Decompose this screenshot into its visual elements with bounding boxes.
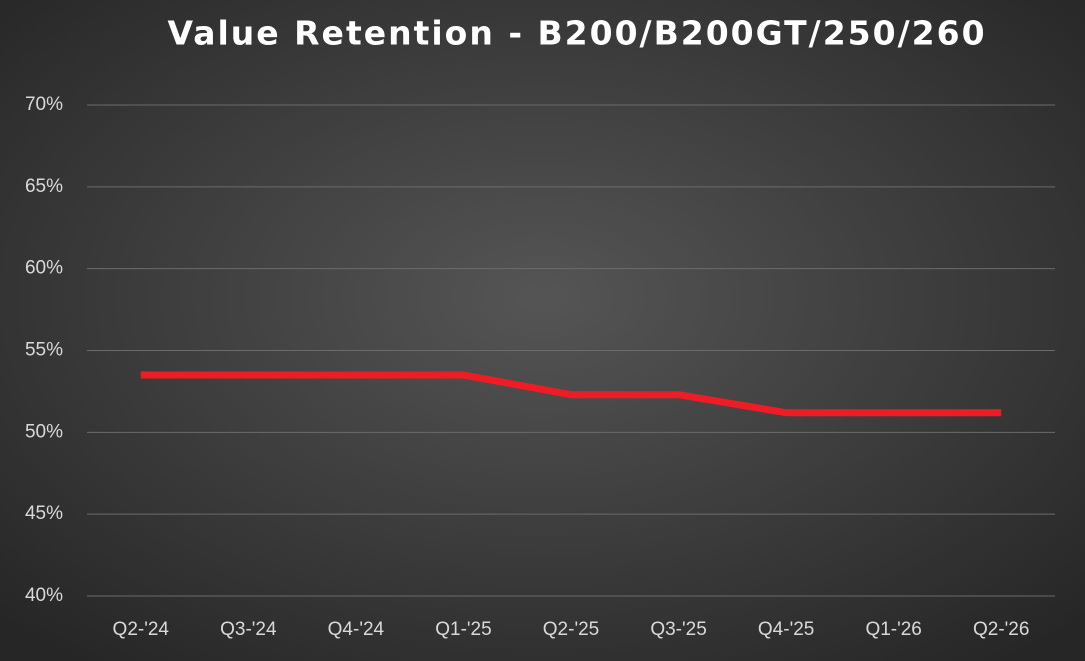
y-tick-label: 70%	[25, 94, 63, 115]
y-tick-label: 45%	[25, 503, 63, 524]
x-tick-label: Q3-'24	[220, 619, 277, 640]
y-tick-label: 60%	[25, 258, 63, 279]
y-tick-label: 40%	[25, 585, 63, 606]
y-tick-label: 65%	[25, 176, 63, 197]
line-series	[140, 371, 1002, 417]
x-tick-label: Q1-'25	[435, 619, 491, 640]
x-tick-label: Q3-'25	[650, 619, 706, 640]
chart-title: Value Retention - B200/B200GT/250/260	[167, 14, 986, 53]
x-tick-label: Q4-'25	[758, 619, 814, 640]
x-tick-label: Q2-'26	[973, 619, 1029, 640]
x-tick-label: Q2-'24	[113, 619, 170, 640]
x-tick-label: Q4-'24	[328, 619, 385, 640]
x-tick-label: Q2-'25	[543, 619, 599, 640]
x-tick-label: Q1-'26	[865, 619, 921, 640]
y-tick-label: 50%	[25, 421, 63, 442]
y-tick-label: 55%	[25, 340, 63, 361]
